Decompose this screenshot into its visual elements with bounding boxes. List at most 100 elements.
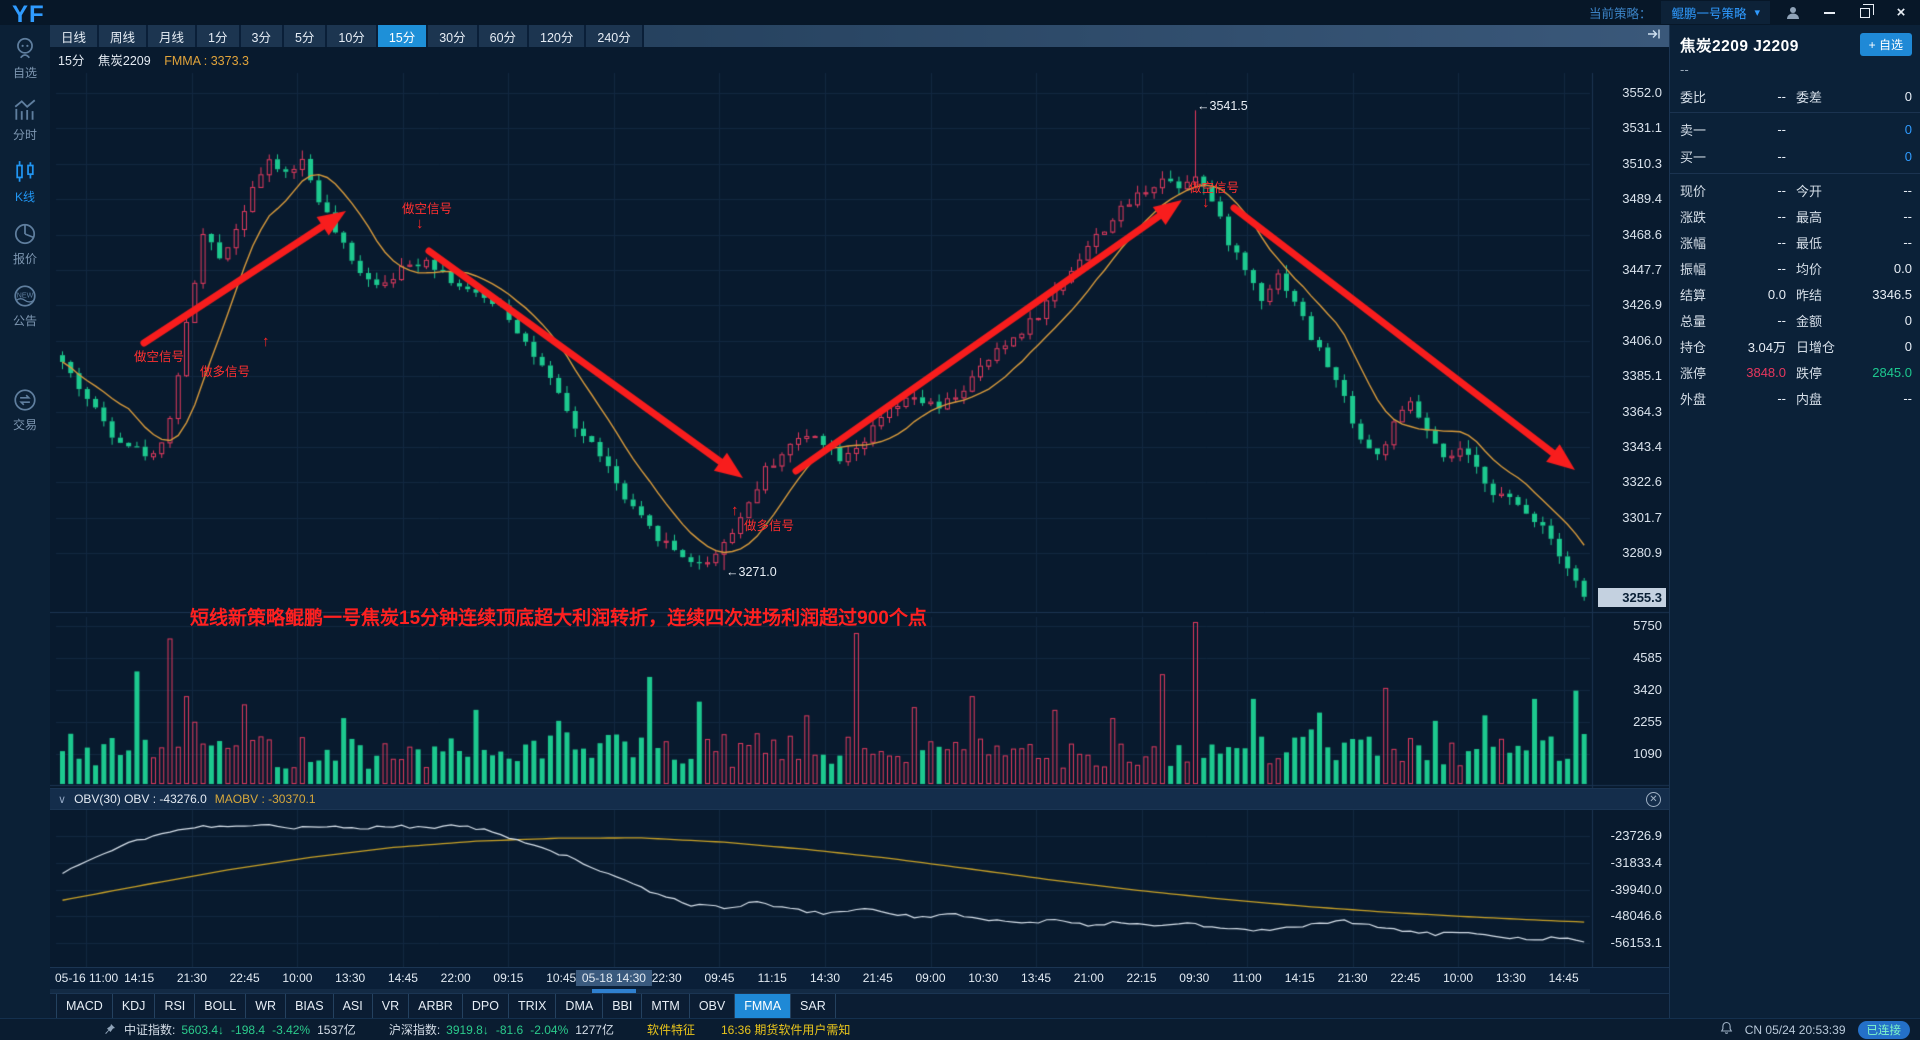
sidebar-item-announcement[interactable]: NEW 公告 [12,283,38,329]
chart-symbol: 焦炭2209 [97,54,151,68]
software-feature-link[interactable]: 软件特征 [646,1023,695,1037]
time-label: 11:15 [757,971,787,985]
time-label: 09:45 [704,971,735,985]
sidebar-item-trade[interactable]: 交易 [12,387,38,433]
timeframe-tab-9[interactable]: 30分 [428,25,477,47]
indicator-tab-macd[interactable]: MACD [56,994,113,1018]
last-price-tag: 3255.3 [1598,588,1666,607]
sidebar-item-label: K线 [14,190,35,204]
weibi-row: 委比 -- 委差 0 [1670,83,1920,109]
bell-icon[interactable] [1720,1021,1733,1038]
stat-row: 现价 -- 今开 -- [1670,177,1920,203]
chart-info-line: 15分 焦炭2209 FMMA : 3373.3 [58,50,249,69]
indicator-tab-trix[interactable]: TRIX [509,994,557,1018]
field-label: 跌停 [1796,365,1823,381]
timeframe-tab-1[interactable]: 日线 [50,25,98,47]
sidebar-item-user[interactable]: 自选 [12,35,38,81]
timeframe-tab-4[interactable]: 1分 [197,25,239,47]
chart-area: 15分 焦炭2209 FMMA : 3373.3 短线新策略鲲鹏一号焦炭15分钟… [50,47,1669,967]
timeframe-tab-8[interactable]: 15分 [377,25,427,47]
sidebar-item-label: 自选 [12,66,37,80]
restore-button[interactable] [1852,2,1878,24]
app-logo: YF [12,1,45,28]
time-label: 05-18 14:30 [575,970,652,986]
stat-row: 涨幅 -- 最低 -- [1670,229,1920,255]
strategy-dropdown[interactable]: 鲲鹏一号策略 ▾ [1661,1,1770,24]
indicator-tab-bias[interactable]: BIAS [286,994,334,1018]
user-icon[interactable] [1780,2,1806,24]
indicator-tab-bbi[interactable]: BBI [603,994,643,1018]
time-label: 21:00 [1073,971,1104,985]
chart-canvas[interactable] [50,47,1669,967]
field-value: -- [1777,234,1786,250]
time-label: 14:45 [1548,971,1579,985]
close-button[interactable]: × [1896,4,1906,21]
indicator-tab-sar[interactable]: SAR [791,994,836,1018]
minimize-button[interactable] [1816,2,1842,24]
close-indicator-icon[interactable]: ✕ [1646,792,1661,807]
field-label: 外盘 [1680,391,1707,407]
time-axis: 05-16 11:00 14:15 21:30 22:45 10:00 13:30 14:4… [50,967,1669,993]
field-value: 0.0 [1893,260,1912,276]
h-scrollbar-track[interactable] [50,989,1590,993]
timeframe-tab-10[interactable]: 60分 [478,25,528,47]
indicator-tab-asi[interactable]: ASI [334,994,373,1018]
sidebar-item-kline[interactable]: K线 [12,159,38,205]
field-value: 0 [1904,312,1912,328]
timeframe-tab-3[interactable]: 月线 [148,25,196,47]
index2-pct: -2.04% [530,1022,569,1037]
time-label: 09:30 [1179,971,1210,985]
add-watchlist-button[interactable]: + 自选 [1859,33,1912,56]
time-label: 10:45 [546,971,577,985]
field-value: -- [1903,208,1912,224]
timeframe-tab-6[interactable]: 5分 [283,25,326,47]
indicator-tab-wr[interactable]: WR [246,994,287,1018]
timeframe-tab-12[interactable]: 240分 [586,25,642,47]
indicator-tab-dma[interactable]: DMA [556,994,604,1018]
time-label: 10:00 [282,971,313,985]
connected-badge[interactable]: 已连接 [1857,1020,1910,1039]
timeframe-tab-2[interactable]: 周线 [99,25,147,47]
field-value: 2845.0 [1872,364,1912,380]
contract-name: 焦炭2209 [1680,37,1749,55]
indicator-tab-arbr[interactable]: ARBR [409,994,463,1018]
timeframe-tab-7[interactable]: 10分 [327,25,376,47]
field-label: 昨结 [1796,287,1823,303]
time-label: 22:00 [440,971,471,985]
sidebar-item-intraday[interactable]: 分时 [12,97,38,143]
field-label: 结算 [1680,287,1707,303]
indicator-tab-kdj[interactable]: KDJ [113,994,156,1018]
indicator-tab-dpo[interactable]: DPO [463,994,509,1018]
field-label: 日增仓 [1796,339,1836,355]
field-label: 振幅 [1680,261,1707,277]
index1-change: -198.4 [231,1022,266,1037]
field-value: 0 [1904,88,1912,104]
indicator-tab-mtm[interactable]: MTM [642,994,690,1018]
sidebar-item-quote[interactable]: 报价 [12,221,38,267]
time-label: 05-16 11:00 [55,971,119,985]
announcement-icon: NEW [12,283,38,309]
indicator-tab-rsi[interactable]: RSI [155,994,196,1018]
indicator-tab-fmma[interactable]: FMMA [735,994,792,1018]
field-value: -- [1777,390,1786,406]
indicator-tab-obv[interactable]: OBV [690,994,736,1018]
indicator-tab-boll[interactable]: BOLL [195,994,247,1018]
timeframe-tab-5[interactable]: 3分 [240,25,282,47]
time-label: 14:30 [809,971,841,985]
scroll-to-end-icon[interactable] [1647,27,1661,45]
pin-icon[interactable] [104,1023,116,1036]
time-label: 13:30 [1495,971,1526,985]
collapse-chevron-icon[interactable]: ∨ [58,793,67,806]
field-label: 内盘 [1796,391,1823,407]
maobv-value: MAOBV : -30370.1 [214,792,316,806]
h-scrollbar-thumb[interactable] [591,989,636,993]
timeframe-tab-11[interactable]: 120分 [529,25,585,47]
contract-code: J2209 [1753,37,1799,55]
user-notice-link[interactable]: 16:36 期货软件用户需知 [720,1023,851,1037]
index2-value: 3919.8↓ [446,1022,489,1037]
index2-turnover: 1277亿 [575,1023,614,1037]
strategy-name: 鲲鹏一号策略 [1671,7,1747,21]
contract-title: 焦炭2209 J2209 [1680,34,1799,56]
field-value: -- [1777,260,1786,276]
indicator-tab-vr[interactable]: VR [373,994,410,1018]
